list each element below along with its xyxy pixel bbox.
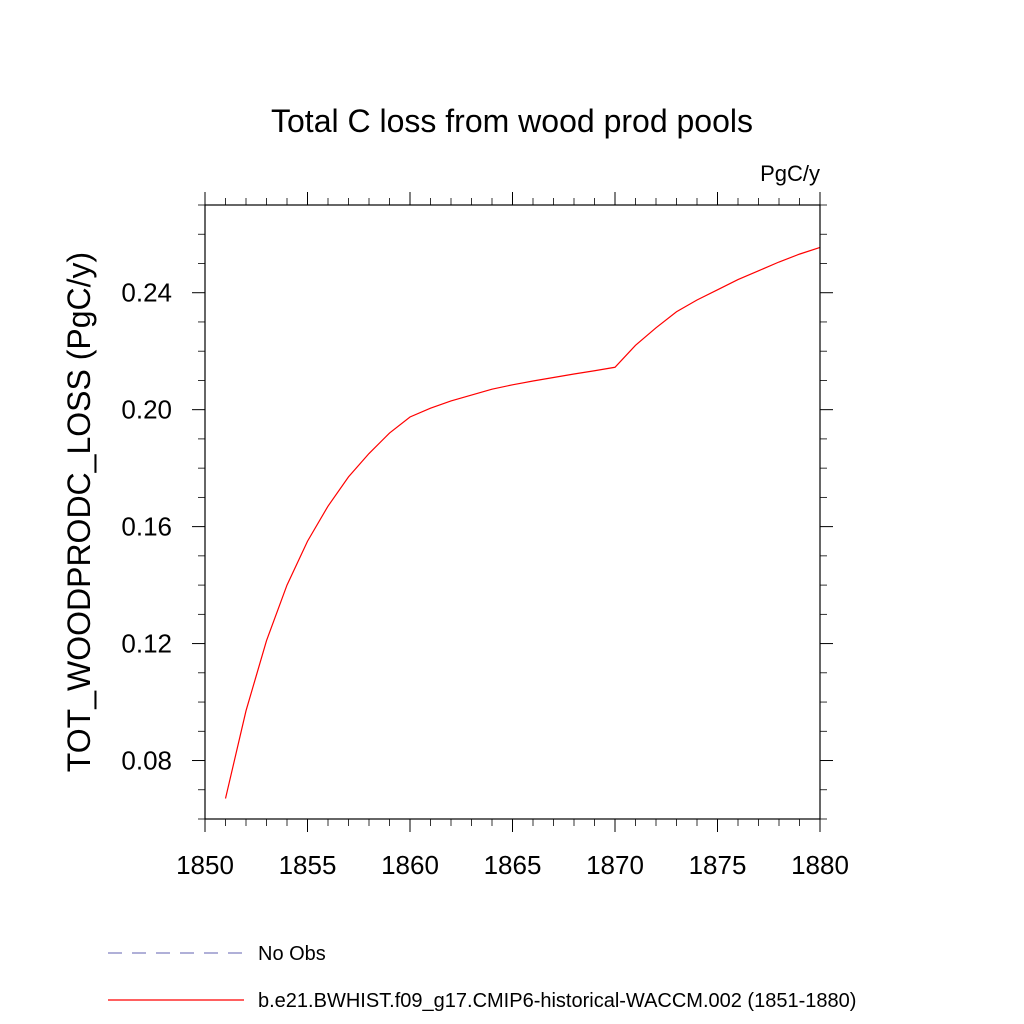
chart-title: Total C loss from wood prod pools [271,103,753,139]
major-ticks [192,192,833,832]
plot-frame [204,204,821,820]
series-line-1 [224,246,821,799]
x-tick-label: 1880 [791,850,849,880]
minor-ticks [198,198,827,826]
x-tick-label: 1850 [176,850,234,880]
x-tick-label: 1870 [586,850,644,880]
y-tick-label: 0.24 [121,278,172,308]
y-tick-label: 0.16 [121,512,172,542]
legend-item: b.e21.BWHIST.f09_g17.CMIP6-historical-WA… [108,990,856,1012]
legend: No Obs b.e21.BWHIST.f09_g17.CMIP6-histori… [108,943,856,1012]
y-axis-label: TOT_WOODPRODC_LOSS (PgC/y) [61,252,97,772]
y-tick-label: 0.12 [121,629,172,659]
x-tick-label: 1865 [484,850,542,880]
legend-item: No Obs [108,943,326,965]
units-label: PgC/y [760,161,820,186]
legend-label: b.e21.BWHIST.f09_g17.CMIP6-historical-WA… [258,990,856,1012]
series-layer [224,246,821,799]
x-tick-label: 1875 [689,850,747,880]
legend-label: No Obs [258,943,326,965]
y-tick-label: 0.20 [121,395,172,425]
x-tick-label: 1860 [381,850,439,880]
x-tick-label: 1855 [279,850,337,880]
y-tick-label: 0.08 [121,746,172,776]
tick-labels: 1850 1855 1860 1865 1870 1875 1880 0.08 0.12 0.16… [121,278,849,880]
